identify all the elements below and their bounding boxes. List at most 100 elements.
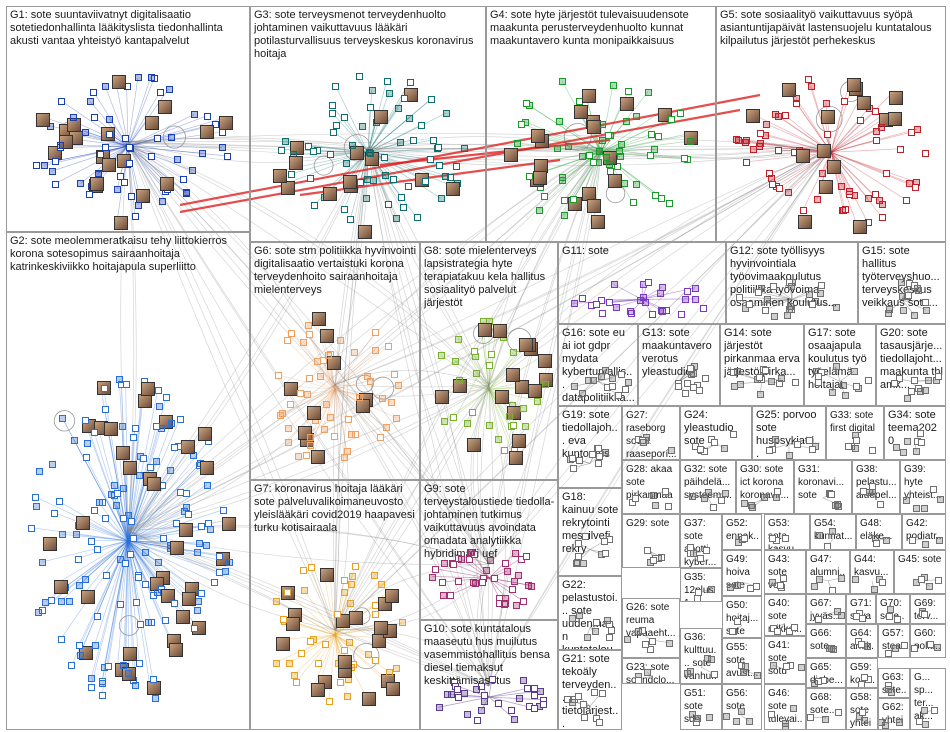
network-node <box>853 613 861 621</box>
network-node <box>382 172 390 180</box>
inter-group-edge <box>488 147 832 687</box>
intra-edge <box>127 145 203 154</box>
network-node <box>207 525 215 533</box>
group-g68: G68: sote... <box>806 688 846 730</box>
network-node <box>288 329 296 337</box>
inter-group-edge <box>488 147 602 687</box>
inter-group-edge <box>488 147 832 565</box>
intra-edge <box>41 540 129 563</box>
network-node <box>570 300 578 308</box>
inter-group-edge <box>127 384 490 532</box>
network-node <box>218 144 226 152</box>
network-node <box>786 302 794 310</box>
network-node <box>296 389 304 397</box>
network-node <box>561 197 569 205</box>
group-label: G39: hyte yhteist... <box>904 464 942 501</box>
network-node <box>601 538 609 546</box>
network-node <box>649 491 657 499</box>
inter-group-edge <box>334 384 340 631</box>
inter-group-edge <box>470 384 490 565</box>
intra-edge <box>114 77 129 147</box>
network-node <box>583 633 591 641</box>
intra-edge <box>97 540 129 550</box>
network-node <box>179 175 187 183</box>
self-loop <box>343 134 371 162</box>
network-node <box>272 659 280 667</box>
network-node <box>372 656 380 664</box>
network-node <box>762 366 770 374</box>
intra-edge <box>334 389 351 435</box>
intra-edge <box>60 540 129 640</box>
profile-image-node <box>112 74 127 89</box>
group-g19: G19: sote tiedollajoh... eva kuntoutus <box>558 406 622 488</box>
network-node <box>390 176 398 184</box>
intra-edge <box>471 389 490 413</box>
network-node <box>890 380 898 388</box>
group-g71: G71: sava... <box>846 594 876 624</box>
profile-image-node <box>798 214 813 229</box>
inter-group-edge <box>127 147 832 532</box>
network-node <box>72 531 80 539</box>
network-node <box>82 575 90 583</box>
intra-edge <box>346 152 369 179</box>
network-node <box>581 533 589 541</box>
network-node <box>645 279 653 287</box>
group-label: G55: sote avust... <box>726 642 759 679</box>
network-node <box>581 713 589 721</box>
profile-image-node <box>889 90 904 105</box>
network-node <box>163 393 171 401</box>
network-node <box>113 502 121 510</box>
profile-image-node <box>200 124 215 139</box>
intra-edge <box>127 540 199 544</box>
network-node <box>70 113 78 121</box>
intra-edge <box>55 145 129 185</box>
network-node <box>205 520 213 528</box>
network-node <box>574 692 582 700</box>
network-node <box>324 352 332 360</box>
network-node <box>432 565 440 573</box>
profile-image-node <box>503 147 518 162</box>
intra-edge <box>334 349 376 390</box>
network-node <box>665 639 673 647</box>
intra-edge <box>488 577 500 598</box>
network-node <box>153 135 161 143</box>
network-node <box>900 307 908 314</box>
profile-image-node <box>505 368 520 383</box>
inter-group-edge <box>127 384 490 532</box>
network-node <box>733 581 741 589</box>
network-node <box>648 637 656 645</box>
network-node <box>478 707 486 715</box>
intra-edge <box>75 533 129 542</box>
network-node <box>154 386 162 394</box>
inter-group-edge <box>127 141 602 153</box>
inter-group-edge <box>127 141 336 386</box>
profile-image-node <box>147 477 161 492</box>
network-node <box>537 688 545 696</box>
network-node <box>351 563 359 571</box>
network-node <box>665 502 673 510</box>
network-node <box>210 579 218 587</box>
network-node <box>742 139 749 147</box>
intra-edge <box>72 120 129 147</box>
network-node <box>864 643 872 651</box>
network-node <box>295 452 303 460</box>
network-node <box>413 214 421 222</box>
network-node <box>418 121 426 129</box>
network-node <box>519 404 527 412</box>
network-node <box>602 448 610 456</box>
network-node <box>198 589 206 597</box>
self-loop <box>53 410 76 432</box>
network-node <box>131 213 139 221</box>
profile-image-node <box>306 406 321 421</box>
intra-edge <box>62 417 129 541</box>
intra-edge <box>367 98 432 153</box>
network-node <box>378 580 386 588</box>
network-node <box>346 600 354 608</box>
group-label: G15: sote hallitus työterveyshuo... terv… <box>862 245 943 309</box>
profile-image-node <box>782 83 797 98</box>
intra-edge <box>333 389 336 436</box>
network-node <box>314 660 322 668</box>
network-node <box>463 419 471 427</box>
intra-edge <box>78 540 129 646</box>
inter-group-edge <box>127 137 369 148</box>
